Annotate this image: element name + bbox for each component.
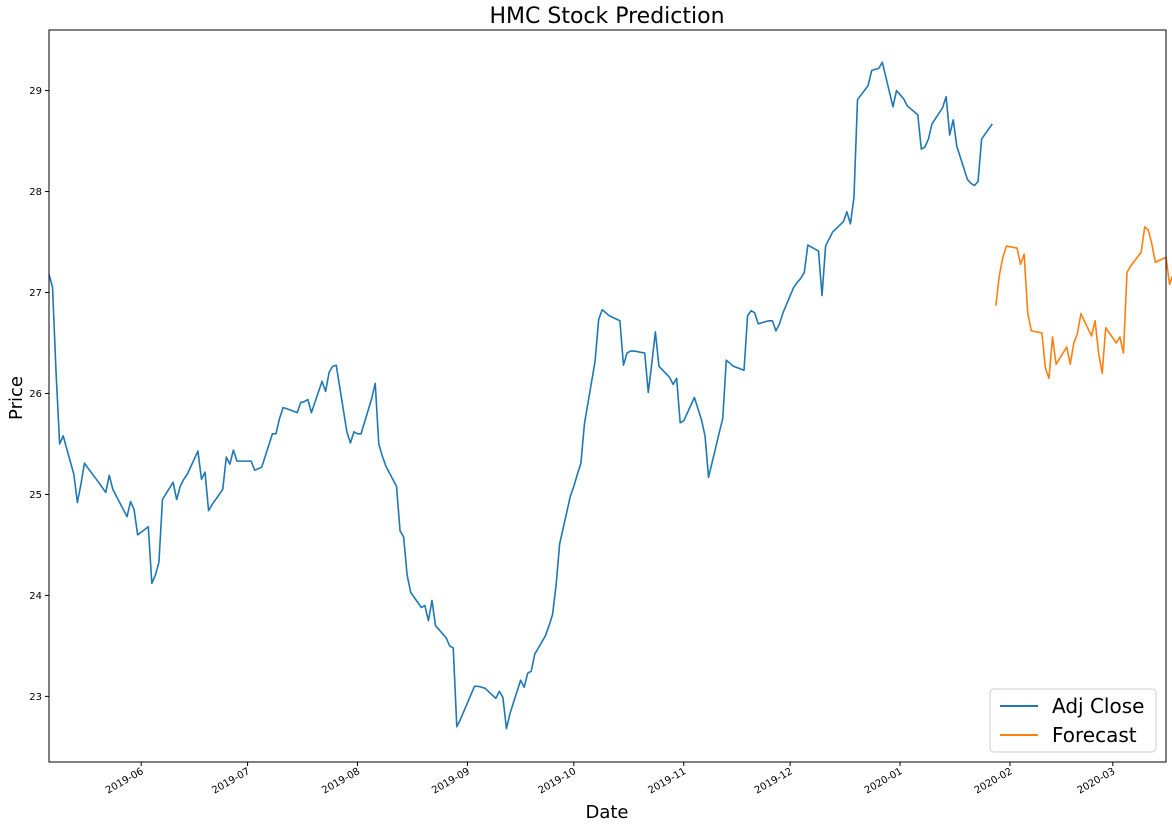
series-line-adj-close	[48, 61, 993, 730]
y-tick-label: 26	[29, 389, 42, 400]
y-tick-label: 25	[29, 490, 42, 501]
y-tick-label: 28	[29, 187, 42, 198]
legend-box	[989, 688, 1157, 753]
plot-frame	[48, 29, 1167, 763]
y-tick-label: 27	[29, 288, 42, 299]
y-tick-label: 24	[29, 591, 42, 602]
x-axis-label: Date	[585, 802, 628, 823]
chart-title: HMC Stock Prediction	[489, 4, 724, 29]
legend-label-adj-close: Adj Close	[1052, 694, 1144, 718]
y-axis-label: Price	[6, 376, 27, 420]
series-layer	[48, 61, 1172, 730]
legend-label-forecast: Forecast	[1052, 723, 1137, 747]
legend: Adj Close Forecast	[989, 688, 1157, 753]
y-tick-label: 23	[29, 692, 42, 703]
y-axis-ticks: 23 24 25 26 27 28 29	[29, 86, 49, 703]
series-line-forecast	[994, 226, 1172, 380]
y-tick-label: 29	[29, 86, 42, 97]
